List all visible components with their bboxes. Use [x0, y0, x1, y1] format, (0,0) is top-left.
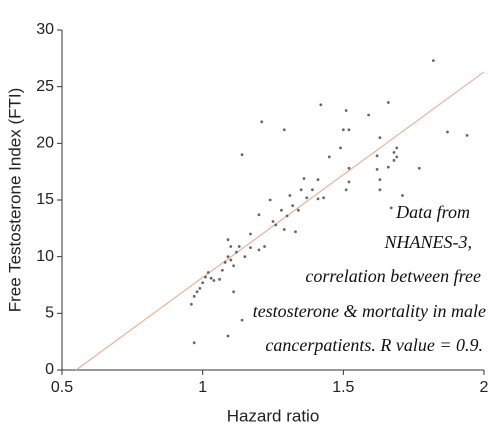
x-axis-label: Hazard ratio [227, 406, 320, 425]
x-tick-label: 2 [480, 379, 489, 396]
point [206, 271, 210, 274]
y-tick-label: 20 [36, 135, 54, 152]
point [229, 258, 233, 262]
point [212, 279, 216, 282]
point [291, 204, 295, 208]
point [226, 255, 230, 259]
point [257, 248, 261, 252]
point [243, 255, 247, 259]
point [347, 180, 351, 184]
point [204, 275, 207, 279]
point [392, 151, 396, 154]
point [344, 188, 348, 192]
point [282, 228, 286, 231]
point [240, 153, 244, 157]
point [229, 245, 233, 248]
point [446, 130, 449, 134]
point [190, 302, 193, 306]
point [341, 128, 345, 132]
annotation-line: Data from [395, 202, 470, 222]
y-tick-label: 25 [36, 78, 54, 95]
fit-line [75, 71, 485, 371]
point [367, 113, 371, 117]
y-tick-label: 10 [36, 248, 54, 265]
y-axis-label: Free Testosterone Index (FTI) [5, 88, 24, 313]
point [344, 109, 348, 112]
point [201, 281, 205, 285]
point [209, 276, 213, 280]
point [257, 213, 261, 217]
point [274, 223, 278, 227]
point [339, 146, 342, 150]
point [375, 168, 379, 171]
point [302, 177, 306, 180]
point [378, 136, 382, 140]
point [395, 155, 399, 159]
point [375, 154, 379, 158]
annotation-line: NHANES-3, [384, 232, 473, 252]
point [316, 197, 320, 201]
annotation-line: testosterone & mortality in male [253, 301, 486, 321]
point [232, 264, 236, 268]
point [322, 196, 326, 200]
point [316, 178, 320, 182]
point [198, 287, 202, 290]
point [285, 214, 289, 218]
y-tick-label: 30 [36, 21, 54, 38]
point [327, 155, 331, 159]
point [305, 196, 309, 200]
point [288, 194, 292, 197]
point [192, 341, 196, 345]
point [310, 188, 314, 192]
point [223, 260, 227, 264]
point [296, 208, 300, 212]
annotation-line: cancerpatients. R value = 0.9. [265, 335, 483, 355]
y-tick-label: 15 [36, 191, 54, 208]
point [195, 290, 199, 294]
point [268, 198, 272, 202]
point [386, 101, 390, 104]
point [226, 334, 230, 338]
point [249, 246, 252, 250]
point [386, 165, 390, 169]
annotation-line: correlation between free [305, 266, 481, 286]
point [395, 146, 399, 150]
point [299, 188, 303, 192]
point [280, 208, 283, 212]
point [235, 250, 238, 254]
point [401, 194, 404, 197]
point [347, 166, 351, 170]
x-tick-label: 1.5 [332, 379, 354, 396]
point [378, 178, 382, 182]
point [378, 188, 382, 192]
x-tick-label: 0.5 [51, 379, 73, 396]
point [347, 128, 351, 132]
x-tick-label: 1 [198, 379, 207, 396]
point [240, 318, 244, 322]
point [192, 294, 196, 298]
point [282, 128, 286, 132]
point [249, 232, 252, 236]
y-tick-label: 5 [45, 305, 54, 322]
point [220, 268, 224, 272]
point [226, 238, 230, 242]
y-tick-label: 0 [45, 361, 54, 378]
point [417, 166, 421, 170]
point [232, 290, 236, 294]
point [237, 245, 241, 248]
point [319, 103, 323, 107]
point [392, 158, 396, 162]
point [260, 120, 264, 124]
point [294, 230, 297, 234]
point [271, 220, 275, 223]
point [431, 59, 435, 62]
point [389, 206, 393, 210]
point [218, 277, 221, 281]
point [263, 245, 266, 248]
point [465, 134, 469, 137]
